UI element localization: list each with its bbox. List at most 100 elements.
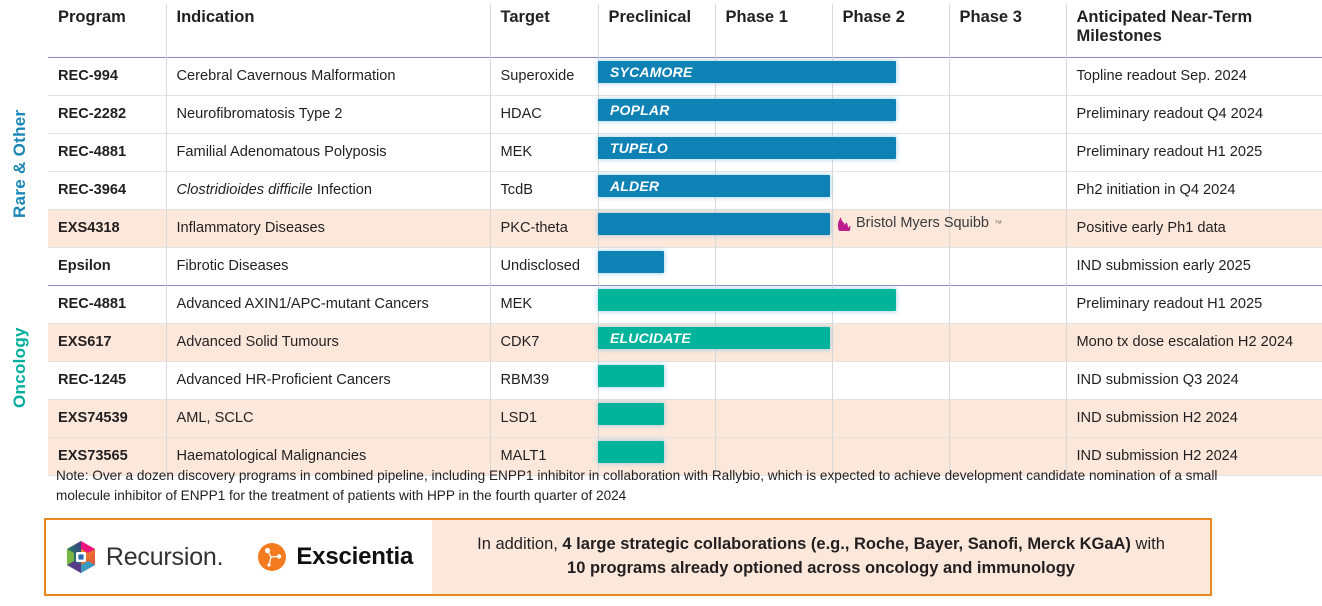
col-header-program: Program: [58, 8, 126, 26]
cell-phase-2: [831, 208, 949, 248]
cell-program: REC-2282: [48, 94, 166, 134]
recursion-logo: Recursion.: [65, 540, 224, 574]
cell-target: Superoxide: [489, 56, 598, 96]
cell-target: PKC-theta: [489, 208, 598, 248]
col-header-phase-1: Phase 1: [714, 4, 832, 58]
cell-phase-2: [831, 132, 949, 172]
cell-phase-2: [831, 398, 949, 438]
cell-milestone: Preliminary readout Q4 2024: [1065, 94, 1322, 134]
cell-phase-3: [948, 208, 1066, 248]
recursion-wordmark: Recursion.: [105, 542, 224, 571]
table-row: REC-1245 Advanced HR-Proficient Cancers RB…: [48, 360, 1322, 400]
cell-indication: Advanced HR-Proficient Cancers: [165, 360, 490, 400]
cell-phase-1: [714, 436, 832, 476]
cell-milestone: Positive early Ph1 data: [1065, 208, 1322, 248]
collaborations-banner: Recursion. Exscientia In addition, 4 lar…: [44, 518, 1212, 596]
col-header-phase-2: Phase 2: [831, 4, 949, 58]
cell-phase-1: [714, 208, 832, 248]
cell-target: MEK: [489, 132, 598, 172]
cell-indication: Advanced Solid Tumours: [165, 322, 490, 362]
banner-text-lead: In addition,: [477, 535, 563, 554]
cell-target: HDAC: [489, 94, 598, 134]
cell-target: RBM39: [489, 360, 598, 400]
cell-phase-1: [714, 56, 832, 96]
cell-phase-1: [714, 322, 832, 362]
cell-preclinical: [597, 132, 715, 172]
cell-phase-2: [831, 284, 949, 324]
indication-rest: Infection: [312, 182, 372, 199]
cell-phase-3: [948, 322, 1066, 362]
table-row: Epsilon Fibrotic Diseases Undisclosed IND s…: [48, 246, 1322, 286]
cell-phase-1: [714, 246, 832, 286]
pipeline-note: Note: Over a dozen discovery programs in…: [56, 468, 1218, 503]
col-header-target: Target: [489, 4, 598, 58]
cell-phase-1: [714, 284, 832, 324]
cell-milestone: IND submission H2 2024: [1065, 436, 1322, 476]
cell-program: REC-994: [48, 56, 166, 96]
cell-phase-2: [831, 94, 949, 134]
cell-milestone: Preliminary readout H1 2025: [1065, 132, 1322, 172]
cell-target: MALT1: [489, 436, 598, 476]
col-header-milestones: Anticipated Near-Term Milestones: [1065, 4, 1322, 58]
cell-indication: Fibrotic Diseases: [165, 246, 490, 286]
cell-phase-1: [714, 360, 832, 400]
cell-target: Undisclosed: [489, 246, 598, 286]
cell-program: EXS4318: [48, 208, 166, 248]
cell-preclinical: [597, 208, 715, 248]
header-row: Program Indication Target Preclinical Ph…: [48, 4, 1322, 58]
group-label-oncology: Oncology: [10, 327, 29, 409]
cell-phase-2: [831, 246, 949, 286]
cell-target: LSD1: [489, 398, 598, 438]
table-row: REC-2282 Neurofibromatosis Type 2 HDAC Prel…: [48, 94, 1322, 134]
cell-phase-3: [948, 132, 1066, 172]
cell-phase-2: [831, 436, 949, 476]
col-header-preclinical: Preclinical: [597, 4, 715, 58]
col-header-phase-3: Phase 3: [948, 4, 1066, 58]
cell-preclinical: [597, 360, 715, 400]
exscientia-wordmark: Exscientia: [296, 543, 414, 570]
cell-phase-2: [831, 360, 949, 400]
cell-indication: AML, SCLC: [165, 398, 490, 438]
cell-program: REC-3964: [48, 170, 166, 210]
table-row: REC-994 Cerebral Cavernous Malformation Su…: [48, 56, 1322, 96]
cell-phase-1: [714, 170, 832, 210]
cell-preclinical: [597, 398, 715, 438]
cell-program: EXS73565: [48, 436, 166, 476]
cell-program: REC-4881: [48, 132, 166, 172]
cell-preclinical: [597, 56, 715, 96]
cell-program: EXS617: [48, 322, 166, 362]
cell-phase-1: [714, 398, 832, 438]
cell-milestone: Ph2 initiation in Q4 2024: [1065, 170, 1322, 210]
cell-indication: Inflammatory Diseases: [165, 208, 490, 248]
cell-target: CDK7: [489, 322, 598, 362]
cell-preclinical: [597, 94, 715, 134]
cell-milestone: IND submission early 2025: [1065, 246, 1322, 286]
table-row: EXS73565 Haematological Malignancies MALT1…: [48, 436, 1322, 476]
exscientia-logo: Exscientia: [257, 542, 413, 572]
cell-indication: Haematological Malignancies: [165, 436, 490, 476]
cell-program: REC-4881: [48, 284, 166, 324]
cell-program: Epsilon: [48, 246, 166, 286]
cell-phase-3: [948, 170, 1066, 210]
cell-indication: Clostridioides difficile Infection: [165, 170, 490, 210]
cell-preclinical: [597, 322, 715, 362]
cell-phase-1: [714, 94, 832, 134]
cell-preclinical: [597, 284, 715, 324]
cell-target: MEK: [489, 284, 598, 324]
cell-milestone: IND submission Q3 2024: [1065, 360, 1322, 400]
cell-phase-3: [948, 56, 1066, 96]
banner-text-mid: with: [1130, 535, 1165, 554]
cell-program: EXS74539: [48, 398, 166, 438]
cell-indication: Cerebral Cavernous Malformation: [165, 56, 490, 96]
table-header: Program Indication Target Preclinical Ph…: [48, 4, 1322, 58]
cell-indication: Advanced AXIN1/APC-mutant Cancers: [165, 284, 490, 324]
banner-logos: Recursion. Exscientia: [46, 520, 432, 594]
cell-phase-2: [831, 170, 949, 210]
cell-phase-3: [948, 284, 1066, 324]
banner-text-bold-programs: 10 programs already optioned across onco…: [567, 559, 1075, 577]
cell-phase-3: [948, 360, 1066, 400]
cell-preclinical: [597, 170, 715, 210]
cell-phase-2: [831, 322, 949, 362]
cell-milestone: IND submission H2 2024: [1065, 398, 1322, 438]
